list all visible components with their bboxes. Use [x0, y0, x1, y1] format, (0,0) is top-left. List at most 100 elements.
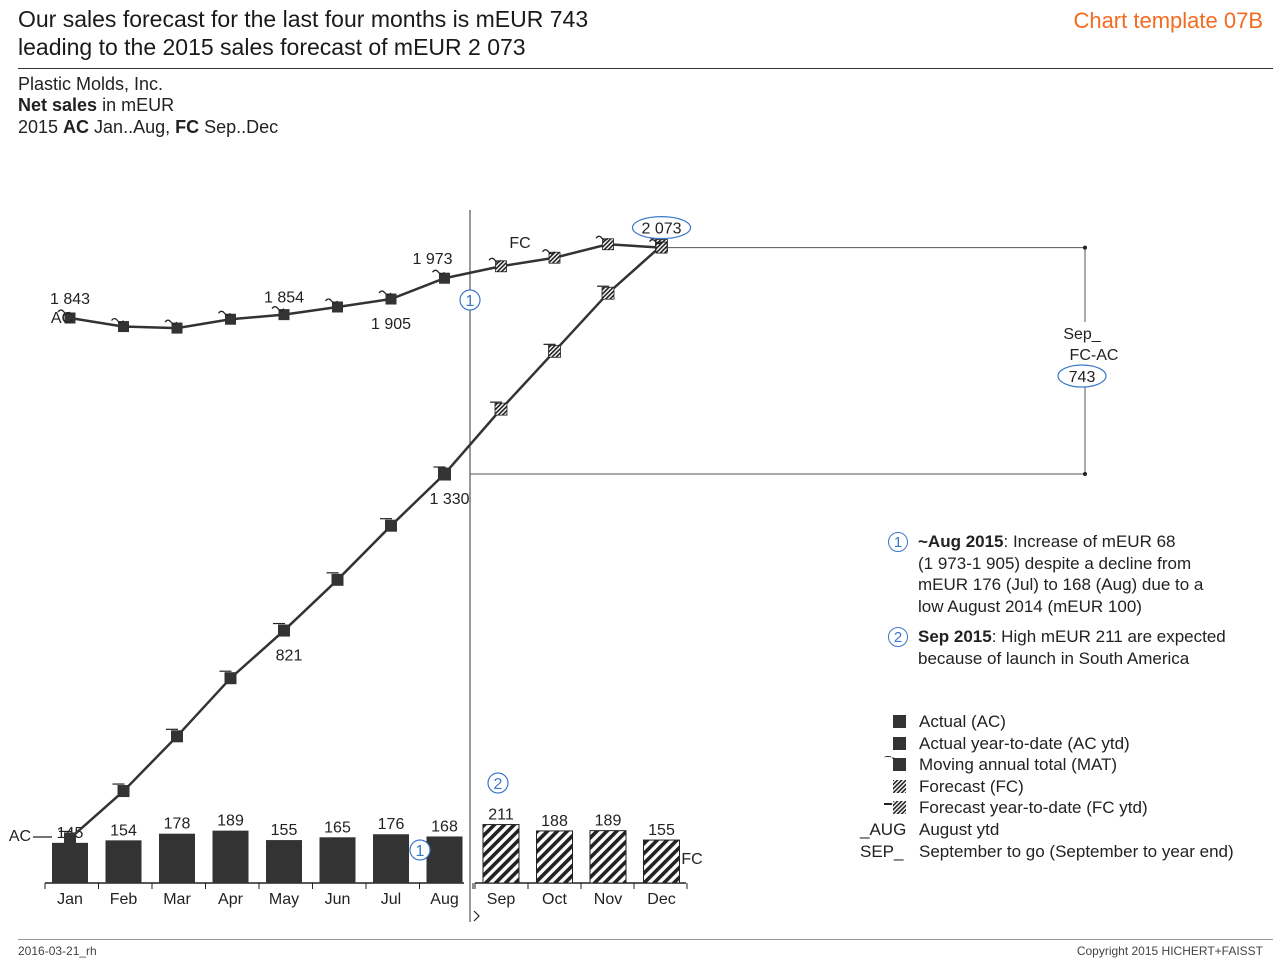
footer-copyright: Copyright 2015 HICHERT+FAISST	[1076, 944, 1263, 958]
callout-ellipse-743	[1057, 364, 1107, 388]
note-2-heading: Sep 2015	[918, 627, 992, 646]
mat-tilde-may	[271, 306, 285, 312]
mat-tilde-jul	[378, 290, 392, 296]
ytd-point-mar	[171, 730, 183, 743]
subtitle-period-year: 2015	[18, 117, 64, 137]
mat-point-feb	[118, 321, 129, 333]
note-1-line: mEUR 176 (Jul) to 168 (Aug) due to a	[918, 575, 1204, 594]
mat-point-apr	[225, 313, 236, 325]
ac-tag-bars: AC	[9, 828, 31, 845]
mat-tilde-mar	[164, 319, 178, 325]
bar-value-may: 155	[271, 822, 298, 839]
bar-nov	[589, 830, 627, 884]
bar-value-nov: 189	[595, 813, 622, 830]
x-tick-label-feb: Feb	[110, 891, 138, 908]
legend-symbol-solid-icon	[892, 733, 908, 754]
bar-sep	[482, 824, 520, 884]
label-mat-aug: 1 973	[412, 251, 452, 268]
ytd-point-nov	[601, 286, 615, 300]
legend-label: September to go (September to year end)	[919, 841, 1234, 861]
mat-point-aug	[439, 272, 450, 284]
mat-tilde-jun	[325, 298, 338, 304]
mat-point-jul	[385, 293, 397, 305]
diff-label-line-2: FC-AC	[1070, 347, 1119, 364]
note-2-line: Sep 2015: High mEUR 211 are expected	[918, 627, 1226, 646]
page-title-line-2: leading to the 2015 sales forecast of mE…	[18, 34, 526, 60]
mat-point-may	[278, 309, 290, 321]
fc-tag-bars: FC	[681, 851, 702, 868]
mat-tilde-apr	[218, 310, 231, 316]
subtitle-period-ac-range: Jan..Aug,	[89, 117, 176, 137]
bar-value-jun: 165	[324, 819, 351, 836]
bar-aug	[426, 836, 463, 883]
note-2-marker: 2	[888, 627, 908, 647]
legend-ytd-tick-icon	[884, 803, 892, 806]
x-tick-label-may: May	[269, 891, 299, 908]
bar-jun	[319, 837, 356, 883]
label-mat-may: 1 854	[264, 290, 304, 307]
subtitle-measure-unit: in mEUR	[97, 95, 175, 115]
ytd-line	[69, 244, 663, 840]
diff-label-line-1: Sep_	[1063, 326, 1101, 343]
diff-label-value: 743	[1069, 369, 1096, 386]
x-tick-label-jun: Jun	[325, 891, 351, 908]
mat-tilde-sep	[488, 257, 502, 263]
ytd-point-aug	[438, 467, 451, 481]
bar-jul	[373, 834, 409, 883]
template-tag: Chart template 07B	[1073, 8, 1263, 33]
subtitle-measure-bold: Net sales	[18, 95, 98, 115]
ytd-point-oct	[548, 344, 561, 358]
bar-value-mar: 178	[164, 816, 191, 833]
chart-frame	[44, 210, 688, 922]
ytd-point-may	[278, 624, 290, 637]
mat-point-jun	[332, 301, 343, 313]
note-1-heading: ~Aug 2015	[918, 532, 1004, 551]
diff-end-top	[1083, 245, 1087, 250]
legend-label: Moving annual total (MAT)	[919, 755, 1118, 775]
subtitle-company: Plastic Molds, Inc.	[18, 74, 164, 94]
bar-value-sep: 211	[488, 807, 514, 824]
legend-symbol-fchatch-icon	[892, 797, 908, 818]
bar-oct	[536, 830, 573, 884]
mat-tilde-nov	[595, 235, 609, 241]
legend-label: Forecast (FC)	[919, 776, 1024, 796]
label-mat-dec: 2 073	[641, 221, 681, 238]
note-1-line: ~Aug 2015: Increase of mEUR 68	[918, 532, 1176, 551]
bar-value-apr: 189	[217, 813, 244, 830]
mat-point-mar	[171, 322, 183, 334]
callout-ellipse-2073	[631, 216, 692, 240]
bar-value-aug: 168	[431, 818, 458, 835]
note-1-line: (1 973-1 905) despite a decline from	[918, 553, 1192, 573]
bar-value-dec: 155	[648, 822, 675, 839]
x-tick-label-jan: Jan	[57, 891, 83, 908]
page-title-line-1: Our sales forecast for the last four mon…	[18, 6, 589, 32]
x-tick-label-nov: Nov	[594, 891, 622, 908]
note-2-line: because of launch in South America	[918, 648, 1190, 668]
bar-apr	[212, 830, 249, 883]
note-1-marker: 1	[888, 532, 908, 552]
x-tick-label-jul: Jul	[381, 891, 401, 908]
ytd-point-apr	[224, 672, 237, 685]
legend-tilde-icon	[884, 756, 892, 759]
legend-symbol-hatch-icon	[892, 776, 908, 797]
legend-symbol-mat-icon	[889, 754, 908, 775]
legend-symbol-text: _AUG	[860, 820, 907, 839]
mat-tilde-aug	[432, 269, 445, 275]
ytd-point-jun	[331, 573, 344, 586]
ytd-point-jul	[385, 519, 397, 532]
label-mat-jul: 1 905	[371, 316, 411, 333]
x-tick-label-sep: Sep	[487, 891, 516, 908]
separator-chevron-icon	[473, 910, 480, 922]
x-tick-label-oct: Oct	[542, 891, 567, 908]
subtitle-period-fc-range: Sep..Dec	[199, 117, 279, 137]
callout-1-bars-number: 1	[416, 843, 425, 860]
bar-dec	[643, 839, 680, 884]
diff-end-bottom	[1083, 472, 1087, 477]
callout-2-bars-number: 2	[494, 776, 503, 793]
subtitle-measure: Net sales in mEUR	[18, 95, 174, 116]
callout-1-bars-circle	[409, 839, 431, 861]
bar-mar	[159, 833, 195, 883]
bar-value-feb: 154	[110, 822, 137, 839]
bar-value-jul: 176	[378, 816, 405, 833]
